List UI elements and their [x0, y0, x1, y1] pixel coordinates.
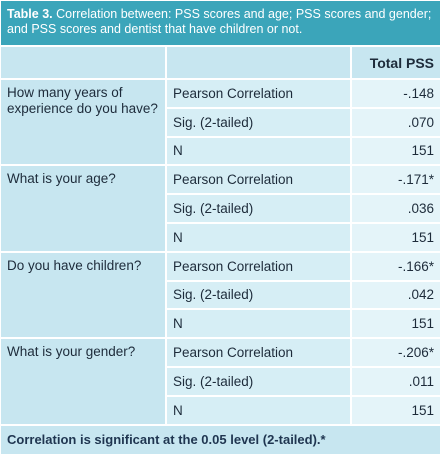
footnote-row: Correlation is significant at the 0.05 l… — [1, 425, 440, 454]
column-header: Total PSS — [352, 47, 440, 78]
data-row: N 151 — [1, 137, 440, 165]
data-row: Sig. (2-tailed) .070 — [1, 108, 440, 136]
value-cell: .036 — [352, 195, 440, 222]
data-row: N 151 — [1, 396, 440, 424]
statistic-cell: Pearson Correlation — [167, 252, 352, 280]
statistic-cell: N — [167, 396, 352, 424]
statistic-cell: Sig. (2-tailed) — [167, 195, 352, 222]
value-cell: -.206* — [352, 339, 440, 366]
data-row: Sig. (2-tailed) .036 — [1, 195, 440, 222]
title-text: Correlation between: PSS scores and age;… — [7, 7, 432, 36]
statistic-cell: Sig. (2-tailed) — [167, 108, 352, 136]
value-cell: .042 — [352, 281, 440, 309]
data-row: Do you have children? Pearson Correlation… — [1, 252, 440, 338]
value-cell: -.148 — [352, 80, 440, 107]
value-cell: 151 — [352, 396, 440, 424]
data-row: How many years of experience do you have… — [1, 80, 440, 165]
statistic-cell: N — [167, 310, 352, 338]
value-cell: -.166* — [352, 252, 440, 280]
statistic-cell: Pearson Correlation — [167, 166, 352, 194]
data-row: Sig. (2-tailed) .042 — [1, 281, 440, 309]
question-cell: How many years of experience do you have… — [1, 80, 167, 165]
statistic-cell: Sig. (2-tailed) — [167, 281, 352, 309]
title-label: Table 3. — [7, 7, 53, 21]
statistic-cell: Pearson Correlation — [167, 339, 352, 366]
question-cell: Do you have children? — [1, 252, 167, 338]
data-row: Sig. (2-tailed) .011 — [1, 367, 440, 395]
header-row: Total PSS — [1, 47, 440, 78]
statistic-cell: Pearson Correlation — [167, 80, 352, 107]
table-title: Table 3. Correlation between: PSS scores… — [1, 1, 440, 45]
header-cell — [167, 47, 352, 78]
statistic-cell: N — [167, 137, 352, 165]
statistic-cell: N — [167, 223, 352, 251]
data-row: What is your gender? Pearson Correlation -… — [1, 339, 440, 424]
value-cell: .011 — [352, 367, 440, 395]
question-cell: What is your gender? — [1, 339, 167, 424]
data-row: N 151 — [1, 310, 440, 338]
header-cell — [1, 47, 167, 78]
footnote: Correlation is significant at the 0.05 l… — [1, 425, 440, 454]
value-cell: -.171* — [352, 166, 440, 194]
statistic-cell: Sig. (2-tailed) — [167, 367, 352, 395]
data-row: N 151 — [1, 223, 440, 251]
value-cell: 151 — [352, 223, 440, 251]
value-cell: 151 — [352, 137, 440, 165]
question-cell: What is your age? — [1, 166, 167, 251]
value-cell: 151 — [352, 310, 440, 338]
table: Total PSS How many years of experience d… — [1, 45, 440, 456]
value-cell: .070 — [352, 108, 440, 136]
table-body: Total PSS How many years of experience d… — [1, 47, 440, 454]
data-row: What is your age? Pearson Correlation -.17… — [1, 166, 440, 251]
